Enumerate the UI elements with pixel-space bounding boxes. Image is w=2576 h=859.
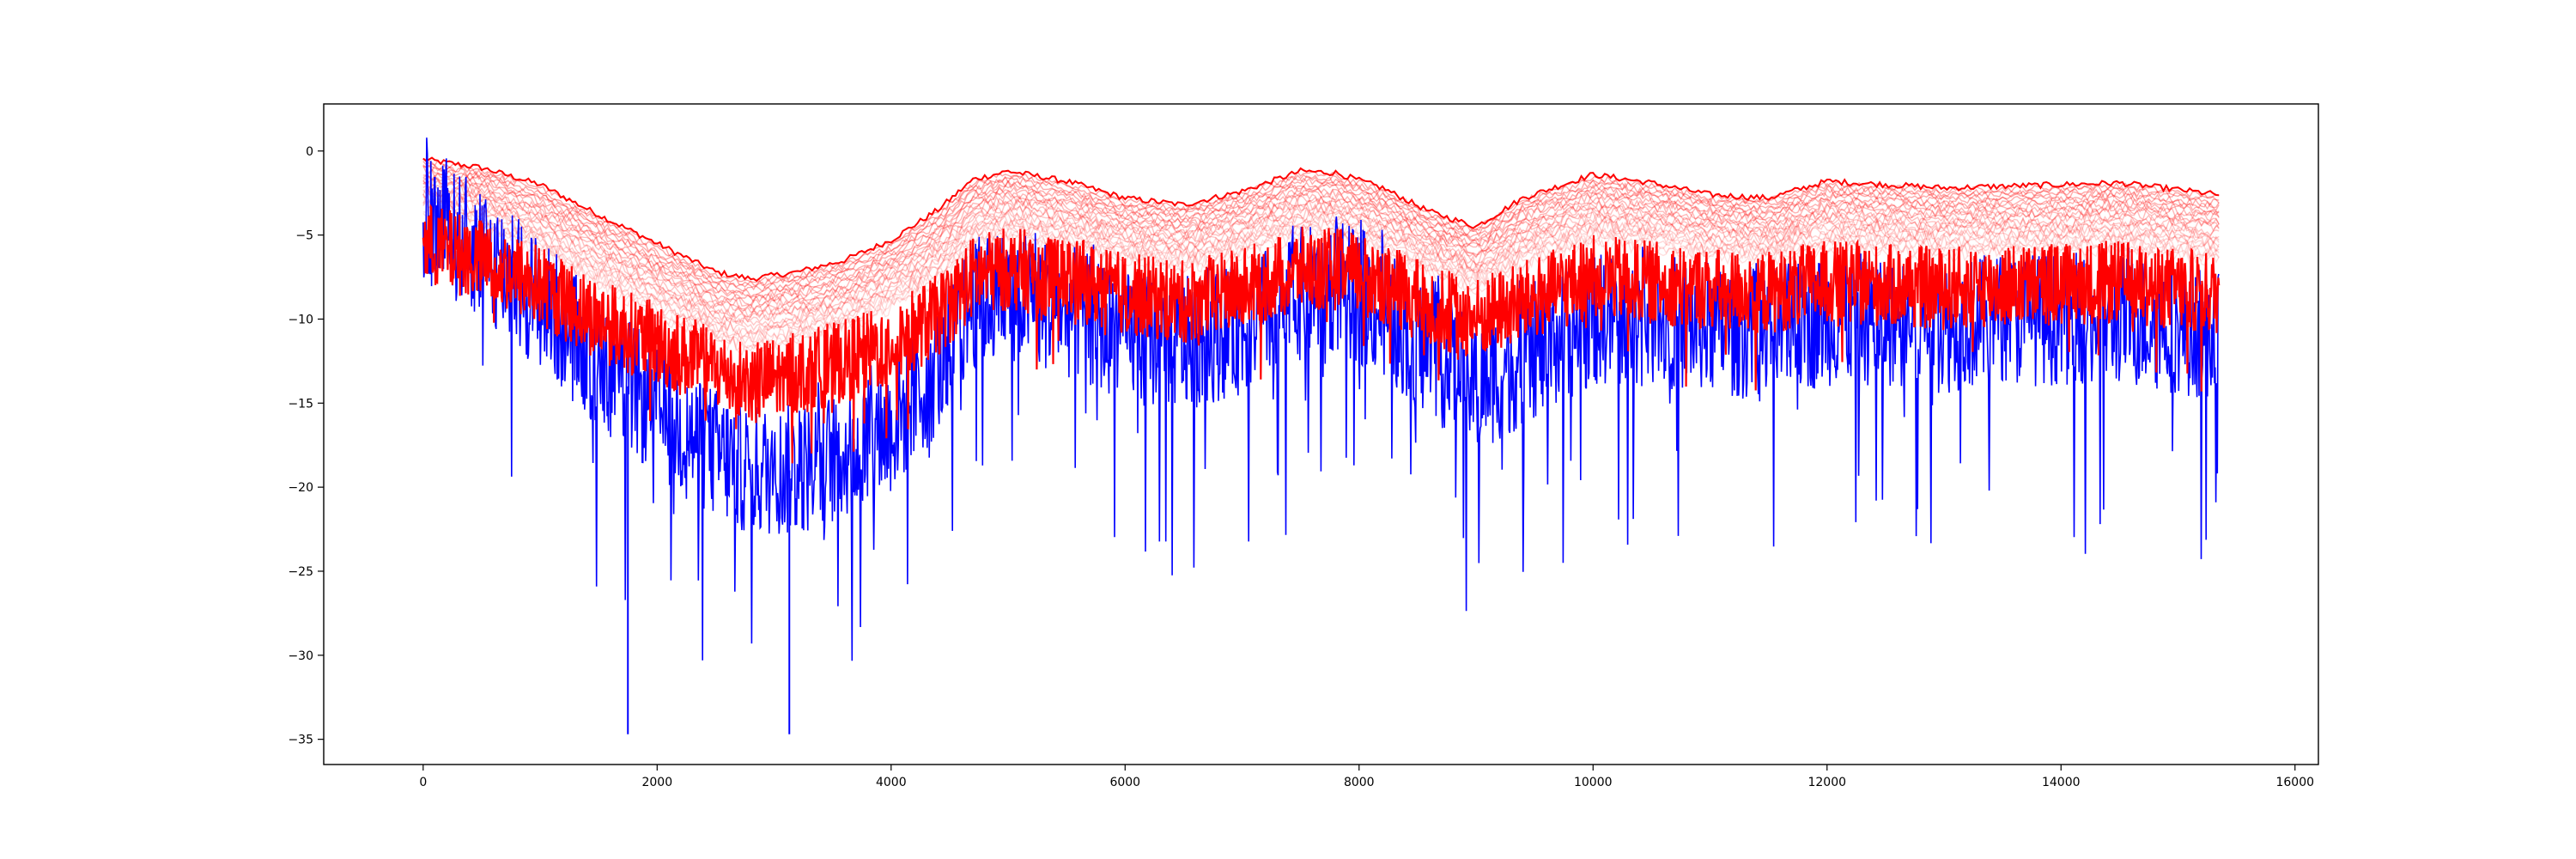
y-tick-label: −20 bbox=[288, 481, 313, 495]
x-tick-label: 2000 bbox=[641, 776, 672, 789]
x-tick-label: 10000 bbox=[1574, 776, 1613, 789]
red-dense-series bbox=[422, 203, 2221, 464]
bundle-curve bbox=[422, 163, 2220, 291]
bundle-curve bbox=[422, 198, 2220, 344]
x-axis-ticks: 0 2000 4000 6000 8000 10000 12000 14000 16000 bbox=[419, 765, 2314, 789]
bundle-curve bbox=[422, 173, 2220, 304]
bundle-curve bbox=[422, 156, 2220, 283]
bundle-curve bbox=[422, 158, 2220, 283]
red-series-line bbox=[422, 203, 2221, 464]
x-tick-label: 0 bbox=[419, 776, 427, 789]
y-tick-label: −35 bbox=[288, 734, 313, 747]
x-tick-label: 6000 bbox=[1109, 776, 1140, 789]
bundle-curve bbox=[422, 161, 2220, 287]
bundle-curve bbox=[422, 164, 2220, 293]
bundle-curve bbox=[422, 193, 2220, 343]
bundle-curve bbox=[422, 186, 2220, 326]
blue-series-line bbox=[422, 137, 2220, 661]
y-tick-label: −25 bbox=[288, 565, 313, 579]
x-tick-label: 16000 bbox=[2275, 776, 2314, 789]
bundle-curve bbox=[422, 182, 2220, 318]
bundle-curve bbox=[422, 190, 2220, 335]
plot-area bbox=[422, 137, 2221, 734]
bundle-curve bbox=[422, 165, 2220, 298]
y-tick-label: −5 bbox=[295, 229, 313, 243]
bundle-curve bbox=[422, 177, 2220, 311]
bundle-curve bbox=[422, 180, 2220, 319]
x-tick-label: 8000 bbox=[1344, 776, 1375, 789]
bundle-curve bbox=[422, 174, 2220, 310]
bundle-curve bbox=[422, 188, 2220, 332]
bundle-curve bbox=[422, 185, 2220, 323]
blue-noisy-series bbox=[422, 137, 2220, 734]
bundle-curve bbox=[422, 174, 2220, 307]
bundle-curve bbox=[422, 169, 2220, 299]
bundle-curve bbox=[422, 186, 2220, 326]
y-tick-label: 0 bbox=[306, 145, 313, 159]
y-axis-ticks: 0 −5 −10 −15 −20 −25 −30 −35 bbox=[288, 145, 324, 747]
bundle-curve bbox=[422, 180, 2220, 314]
axes-frame bbox=[323, 103, 2319, 765]
bundle-curve bbox=[422, 194, 2220, 337]
y-tick-label: −10 bbox=[288, 313, 313, 326]
x-tick-label: 4000 bbox=[876, 776, 907, 789]
y-tick-label: −15 bbox=[288, 397, 313, 411]
x-tick-label: 14000 bbox=[2042, 776, 2081, 789]
y-tick-label: −30 bbox=[288, 649, 313, 663]
x-tick-label: 12000 bbox=[1807, 776, 1846, 789]
